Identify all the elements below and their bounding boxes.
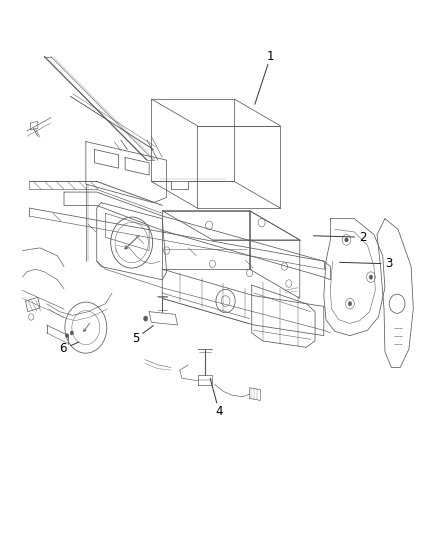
- Text: 4: 4: [215, 405, 223, 417]
- Circle shape: [369, 275, 373, 279]
- Text: 1: 1: [267, 50, 274, 63]
- Circle shape: [348, 302, 352, 306]
- Text: 6: 6: [60, 342, 67, 356]
- Text: 3: 3: [385, 257, 393, 270]
- Circle shape: [345, 238, 348, 242]
- Circle shape: [65, 334, 69, 338]
- Text: 2: 2: [359, 231, 367, 244]
- Circle shape: [70, 331, 74, 335]
- Text: 5: 5: [132, 332, 140, 345]
- Circle shape: [144, 316, 148, 321]
